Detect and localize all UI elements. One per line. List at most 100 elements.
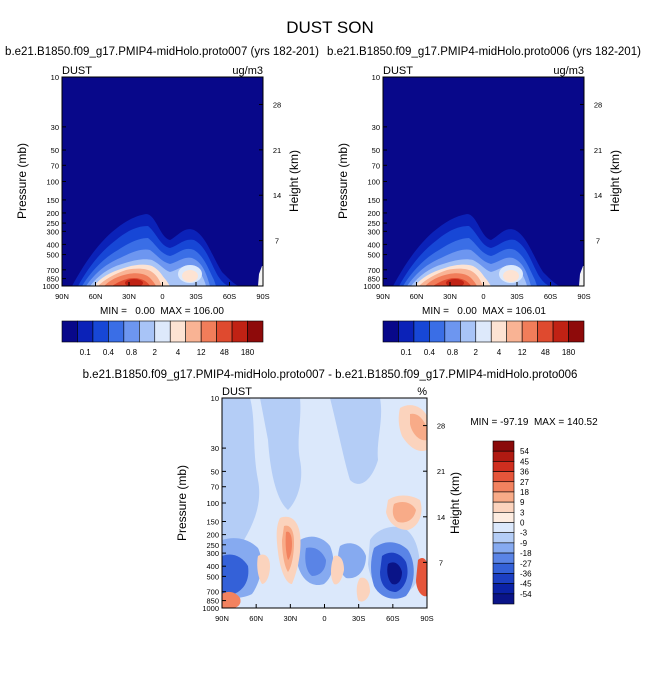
y-tick-label: 850: [367, 275, 380, 284]
x-tick-label: 30N: [283, 614, 297, 623]
colorbar-label: -18: [520, 549, 532, 558]
colorbar-swatch: [444, 320, 461, 343]
colorbar-swatch: [247, 320, 264, 343]
panel-diff: b.e21.B1850.f09_g17.PMIP4-midHolo.proto0…: [83, 369, 598, 623]
y-tick-label: 250: [206, 541, 219, 550]
x-tick-label: 60N: [249, 614, 263, 623]
y-tick-label: 300: [367, 227, 380, 236]
x-tick-label: 60S: [544, 292, 557, 301]
y-tick-label: 70: [51, 161, 59, 170]
y-tick-label: 700: [367, 266, 380, 275]
colorbar-swatch: [521, 320, 538, 343]
colorbar-swatch: [460, 320, 477, 343]
colorbar-label: 18: [520, 488, 529, 497]
y-tick-label: 200: [46, 209, 59, 218]
panel-diff-field: [222, 398, 427, 608]
y2-tick-label: 21: [437, 467, 445, 476]
x-tick-label: 90N: [215, 614, 229, 623]
x-tick-label: 90S: [256, 292, 269, 301]
colorbar-swatch: [492, 481, 515, 493]
x-tick-label: 60S: [386, 614, 399, 623]
colorbar-swatch: [154, 320, 171, 343]
colorbar-label: 2: [153, 348, 158, 357]
colorbar-swatch: [568, 320, 585, 343]
colorbar-swatch: [398, 320, 415, 343]
y-tick-label: 150: [367, 196, 380, 205]
x-tick-label: 30S: [352, 614, 365, 623]
y-tick-label: 850: [46, 275, 59, 284]
main-title: DUST SON: [286, 18, 374, 37]
colorbar-label: -27: [520, 559, 532, 568]
panel-diff-title: b.e21.B1850.f09_g17.PMIP4-midHolo.proto0…: [83, 369, 578, 381]
colorbar-label: 27: [520, 478, 529, 487]
panel-right-colorbar: 0.1 0.4 0.8 2 4 12 48 180: [382, 320, 585, 357]
y-tick-label: 100: [206, 499, 219, 508]
panel-diff-stats: MIN = -97.19 MAX = 140.52: [470, 417, 598, 428]
colorbar-swatch: [552, 320, 569, 343]
colorbar-swatch: [169, 320, 186, 343]
panel-diff-units-label: %: [417, 386, 427, 398]
panel-right-var-label: DUST: [383, 65, 413, 77]
y2-tick-label: 14: [594, 191, 602, 200]
y-tick-label: 100: [367, 178, 380, 187]
colorbar-swatch: [492, 593, 515, 605]
colorbar-swatch: [123, 320, 140, 343]
y-tick-label: 70: [372, 161, 380, 170]
panel-left-var-label: DUST: [62, 65, 92, 77]
y-tick-label: 200: [206, 531, 219, 540]
y2-tick-label: 7: [596, 237, 600, 246]
y-tick-label: 700: [46, 266, 59, 275]
panel-left-colorbar: 0.1 0.4 0.8 2 4 12 48 180: [61, 320, 264, 357]
y2-tick-label: 14: [437, 513, 445, 522]
y2-tick-label: 14: [273, 191, 281, 200]
x-tick-label: 30S: [189, 292, 202, 301]
colorbar-swatch: [492, 562, 515, 574]
panel-left-title: b.e21.B1850.f09_g17.PMIP4-midHolo.proto0…: [5, 46, 319, 58]
y-tick-label: 30: [211, 444, 219, 453]
colorbar-label: 0.1: [401, 348, 413, 357]
colorbar-swatch: [492, 461, 515, 472]
colorbar-swatch: [92, 320, 109, 343]
x-tick-label: 60N: [410, 292, 424, 301]
y-tick-label: 850: [206, 597, 219, 606]
x-tick-label: 0: [160, 292, 164, 301]
colorbar-label: 12: [197, 348, 206, 357]
panel-right-stats: MIN = 0.00 MAX = 106.01: [422, 306, 546, 317]
y-tick-label: 1000: [42, 282, 59, 291]
colorbar-swatch: [492, 440, 515, 452]
colorbar-swatch: [108, 320, 125, 343]
y-tick-label: 500: [367, 251, 380, 260]
y-tick-label: 150: [206, 517, 219, 526]
colorbar-swatch: [492, 532, 515, 544]
y-tick-label: 10: [372, 73, 380, 82]
panel-right-units-label: ug/m3: [553, 65, 584, 77]
colorbar-label: 0.8: [126, 348, 138, 357]
y-tick-label: 150: [46, 196, 59, 205]
y-tick-label: 10: [211, 394, 219, 403]
y2-tick-label: 7: [275, 237, 279, 246]
colorbar-label: 0.1: [80, 348, 92, 357]
panel-diff-var-label: DUST: [222, 386, 252, 398]
panel-right: b.e21.B1850.f09_g17.PMIP4-midHolo.proto0…: [327, 46, 641, 357]
colorbar-swatch: [492, 450, 515, 462]
colorbar-label: 54: [520, 447, 529, 456]
colorbar-swatch: [490, 320, 507, 343]
colorbar-label: -9: [520, 539, 528, 548]
y-tick-label: 30: [51, 123, 59, 132]
y-tick-label: 50: [372, 146, 380, 155]
colorbar-swatch: [61, 320, 78, 343]
x-tick-label: 90N: [376, 292, 390, 301]
y-tick-label: 100: [46, 178, 59, 187]
y-tick-label: 500: [46, 251, 59, 260]
colorbar-swatch: [492, 542, 515, 554]
x-tick-label: 60N: [89, 292, 103, 301]
y-tick-label: 300: [46, 227, 59, 236]
x-tick-label: 30S: [510, 292, 523, 301]
panel-left-x-axis: 90N 60N 30N 0 30S 60S 90S: [55, 282, 270, 301]
panel-diff-y2label: Height (km): [448, 472, 462, 534]
x-tick-label: 0: [322, 614, 326, 623]
colorbar-swatch: [77, 320, 94, 343]
y-tick-label: 200: [367, 209, 380, 218]
colorbar-swatch: [492, 573, 515, 584]
